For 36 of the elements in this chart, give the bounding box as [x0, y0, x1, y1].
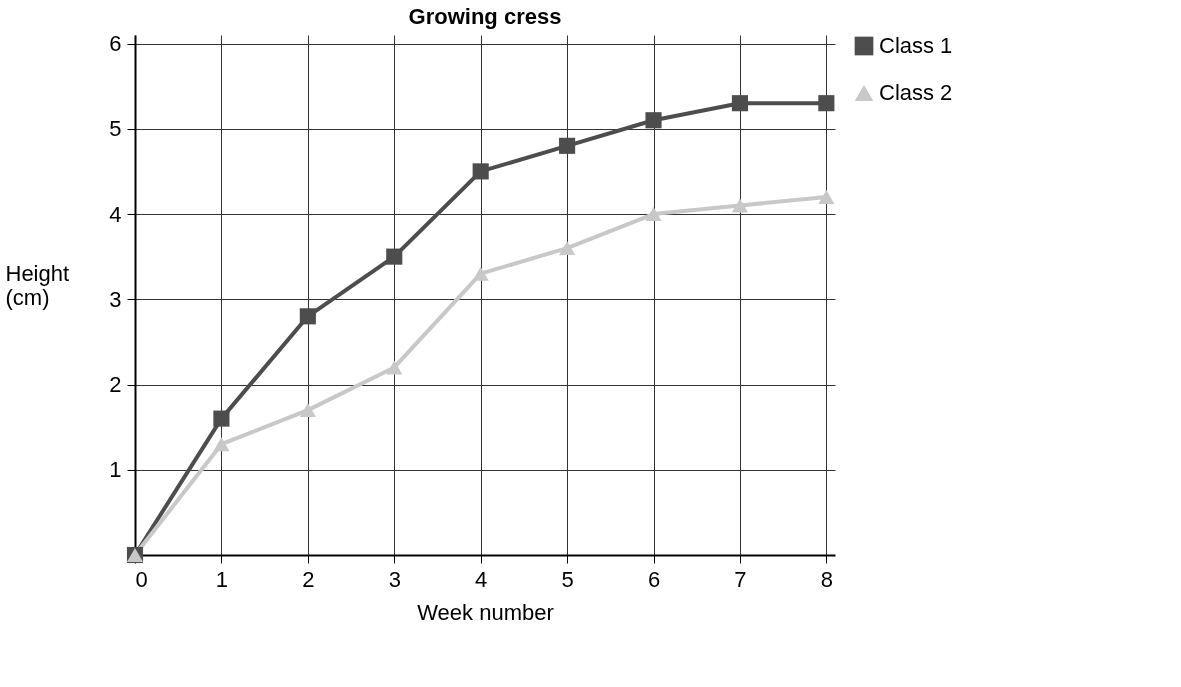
y-tick-label: 5 — [109, 116, 122, 142]
point — [299, 308, 316, 325]
point — [386, 360, 403, 375]
x-tick-label: 6 — [647, 566, 661, 592]
x-tick-label: 2 — [302, 566, 315, 592]
x-tick-label: 1 — [215, 566, 229, 592]
y-axis-title: Height (cm) — [5, 260, 70, 310]
point — [645, 207, 662, 221]
y-tick-label: 2 — [109, 372, 122, 398]
point — [731, 95, 748, 112]
point — [818, 95, 835, 112]
point — [645, 112, 662, 129]
y-tick-label: 6 — [109, 31, 122, 57]
chart-title: Growing cress — [408, 3, 562, 29]
y-tick-label: 1 — [109, 457, 122, 483]
point — [386, 248, 403, 265]
point — [731, 198, 748, 213]
x-tick-label: 7 — [734, 566, 747, 592]
point — [472, 163, 489, 180]
point — [213, 437, 230, 452]
point — [559, 241, 576, 256]
x-tick-label: 8 — [820, 566, 833, 592]
point — [818, 189, 835, 204]
x-tick-label: 4 — [475, 566, 488, 592]
point — [559, 137, 576, 154]
x-axis-title: Week number — [417, 599, 554, 625]
point — [213, 410, 230, 427]
x-tick-label: 5 — [561, 566, 574, 592]
legend-label: Class 2 — [879, 80, 953, 105]
x-tick-label: 0 — [135, 566, 148, 592]
legend-label: Class 1 — [879, 33, 953, 58]
y-tick-label: 4 — [109, 201, 122, 227]
point — [299, 403, 316, 418]
x-tick-label: 3 — [388, 566, 401, 592]
y-tick-label: 3 — [109, 286, 122, 312]
point — [472, 266, 489, 281]
